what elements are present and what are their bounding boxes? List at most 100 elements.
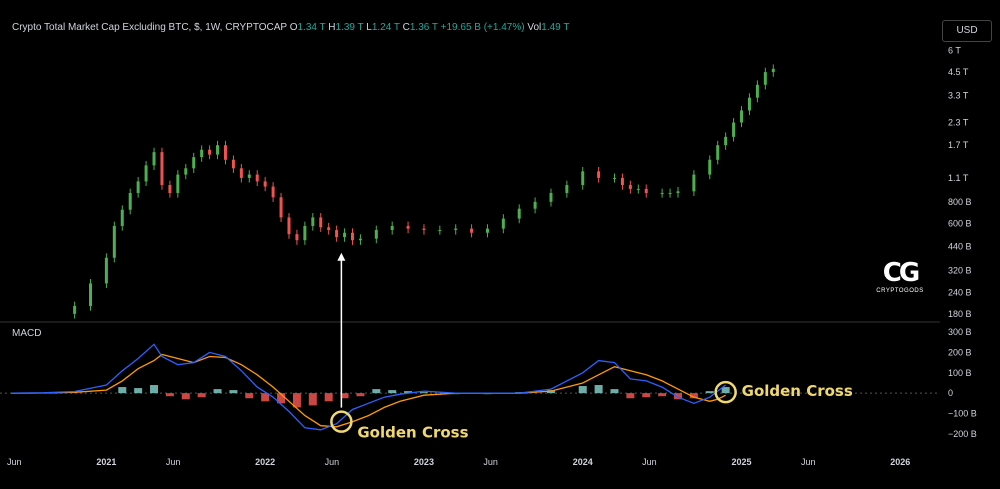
price-candle xyxy=(319,217,323,228)
price-candle xyxy=(295,234,299,241)
ohlc-high: 1.39 T xyxy=(335,22,364,33)
price-candle xyxy=(279,197,283,218)
macd-histogram-bar xyxy=(181,393,190,400)
macd-y-tick: 300 B xyxy=(948,327,972,337)
ohlc-low-label: L xyxy=(366,22,372,33)
price-candle xyxy=(501,218,505,229)
price-candle xyxy=(565,185,569,193)
macd-histogram-bar xyxy=(689,393,698,399)
x-axis-tick: Jun xyxy=(801,457,816,467)
x-axis: Jun 2021 Jun 2022 Jun 2023 Jun 2024 Jun 2025 Jun 20… xyxy=(7,457,910,467)
macd-y-tick: −100 B xyxy=(948,409,977,419)
macd-histogram-bar xyxy=(277,393,286,404)
price-candle xyxy=(668,192,672,194)
macd-histogram-bar xyxy=(197,393,206,398)
price-candle xyxy=(676,191,680,193)
price-candle xyxy=(454,228,458,230)
price-candle xyxy=(422,228,426,230)
price-candle xyxy=(160,152,164,186)
price-candle xyxy=(581,171,585,186)
x-axis-tick: 2026 xyxy=(890,457,910,467)
macd-histogram-bar xyxy=(658,393,667,397)
price-candle xyxy=(660,192,664,194)
price-candle xyxy=(549,192,553,202)
price-candle xyxy=(335,229,339,238)
price-candle xyxy=(351,232,354,241)
price-candle xyxy=(740,110,744,123)
price-candle xyxy=(438,229,442,231)
macd-histogram-bar xyxy=(324,393,333,402)
price-candle xyxy=(327,227,331,230)
price-y-tick: 180 B xyxy=(948,309,972,319)
price-candle xyxy=(104,257,108,284)
x-axis-tick: Jun xyxy=(166,457,181,467)
price-y-tick: 2.3 T xyxy=(948,117,969,127)
price-candle xyxy=(73,305,77,314)
macd-histogram-bar xyxy=(118,387,127,394)
logo-name: CRYPTOGODS xyxy=(876,288,924,294)
price-candle xyxy=(120,209,124,226)
currency-button[interactable]: USD xyxy=(942,20,992,42)
macd-histogram-bar xyxy=(705,391,714,394)
price-candle xyxy=(231,159,235,169)
x-axis-tick: 2023 xyxy=(414,457,434,467)
price-candle xyxy=(692,174,696,192)
price-y-tick: 440 B xyxy=(948,242,972,252)
price-candle xyxy=(771,68,775,73)
macd-histogram-bar xyxy=(213,389,222,394)
x-axis-tick: Jun xyxy=(7,457,22,467)
price-candle xyxy=(223,145,227,160)
macd-y-tick: 100 B xyxy=(948,368,972,378)
price-candle xyxy=(612,177,616,179)
macd-histogram-bar xyxy=(642,393,651,398)
price-candle xyxy=(208,149,212,155)
price-candle xyxy=(763,72,767,85)
price-candle xyxy=(200,149,204,158)
ohlc-close: 1.36 T xyxy=(409,22,438,33)
macd-histogram-bar xyxy=(372,389,381,394)
price-y-tick: 800 B xyxy=(948,197,972,207)
volume-value: 1.49 T xyxy=(541,22,570,33)
cg-logo-icon: CG xyxy=(882,258,920,288)
price-candle xyxy=(597,171,601,178)
x-axis-tick: 2021 xyxy=(96,457,116,467)
price-y-tick: 1.7 T xyxy=(948,140,969,150)
price-candle xyxy=(747,97,751,111)
golden-cross-label: Golden Cross xyxy=(742,382,853,400)
price-y-tick: 320 B xyxy=(948,266,972,276)
ohlc-low: 1.24 T xyxy=(371,22,400,33)
price-candle xyxy=(628,185,632,189)
ohlc-open-label: O xyxy=(289,22,298,33)
price-candle xyxy=(192,157,196,169)
price-y-tick: 3.3 T xyxy=(948,90,969,100)
macd-histogram-bar xyxy=(292,393,301,408)
price-candle xyxy=(485,228,489,233)
price-candle xyxy=(287,217,291,235)
price-candle xyxy=(724,136,728,146)
golden-cross-circle xyxy=(330,410,353,433)
x-axis-tick: Jun xyxy=(642,457,657,467)
price-candle xyxy=(89,283,93,306)
price-candle xyxy=(263,181,267,187)
ohlc-high-label: H xyxy=(328,22,336,33)
price-y-tick: 600 B xyxy=(948,218,972,228)
price-candle xyxy=(755,84,759,98)
arrow-head-icon xyxy=(337,252,346,261)
price-candle xyxy=(144,165,148,182)
x-axis-tick: 2022 xyxy=(255,457,275,467)
price-candle xyxy=(644,188,648,193)
price-candle xyxy=(406,225,410,229)
macd-histogram-bar xyxy=(626,393,635,399)
macd-line xyxy=(11,343,726,431)
macd-histogram-bar xyxy=(721,387,730,394)
price-candle xyxy=(152,152,156,166)
x-axis-tick: 2024 xyxy=(573,457,593,467)
golden-cross-circle xyxy=(714,380,737,404)
macd-histogram-bar xyxy=(245,393,254,399)
price-pane: 6 T 4.5 T 3.3 T 2.3 T 1.7 T 1.1 T 800 B 600 B 44… xyxy=(73,45,972,319)
macd-histogram-bar xyxy=(419,392,428,394)
x-axis-tick: Jun xyxy=(483,457,498,467)
price-candle xyxy=(732,122,736,137)
price-y-tick: 4.5 T xyxy=(948,67,969,77)
